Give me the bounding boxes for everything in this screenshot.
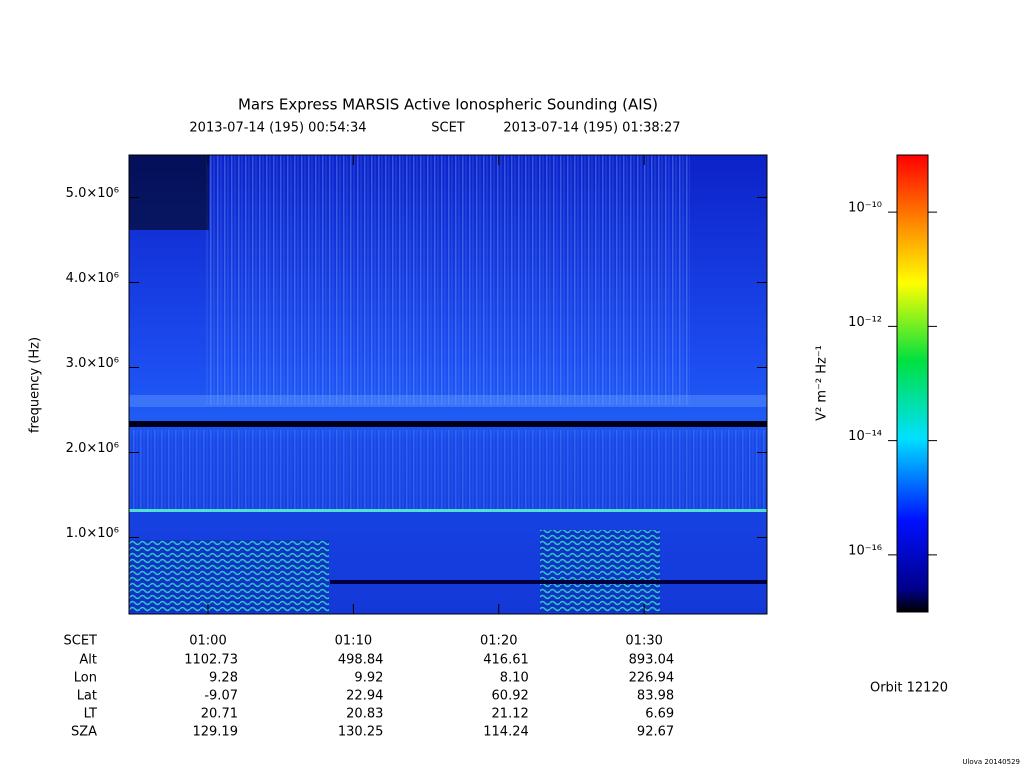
ephemeris-value: 416.61 (483, 653, 529, 668)
spectrogram-image (129, 155, 767, 614)
x-axis-label: SCET (64, 634, 98, 649)
ephemeris-value: -9.07 (204, 689, 238, 704)
end-time: 2013-07-14 (195) 01:38:27 (503, 121, 680, 136)
y-tick-label: 4.0×10⁶ (66, 271, 119, 286)
ephemeris-value: 8.10 (500, 671, 529, 686)
ephemeris-value: 130.25 (338, 725, 384, 740)
ephemeris-value: 114.24 (483, 725, 529, 740)
ephemeris-value: 83.98 (637, 689, 674, 704)
colorbar (896, 154, 929, 613)
colorbar-tick-label: 10⁻¹⁰ (848, 201, 882, 216)
ephemeris-label: SZA (71, 725, 97, 740)
ephemeris-value: 6.69 (645, 707, 674, 722)
subtitle-label: SCET (431, 121, 465, 136)
ephemeris-value: 20.71 (201, 707, 238, 722)
ephemeris-value: 9.28 (209, 671, 238, 686)
ephemeris-value: 21.12 (492, 707, 529, 722)
x-tick-label: 01:10 (335, 634, 372, 649)
x-tick-label: 01:00 (189, 634, 226, 649)
ephemeris-value: 92.67 (637, 725, 674, 740)
y-tick-label: 2.0×10⁶ (66, 441, 119, 456)
footer: Ulova 20140529 (962, 758, 1020, 766)
colorbar-label: V² m⁻² Hz⁻¹ (815, 345, 830, 421)
ephemeris-value: 60.92 (492, 689, 529, 704)
orbit-label: Orbit 12120 (870, 681, 948, 696)
y-tick-label: 1.0×10⁶ (66, 526, 119, 541)
colorbar-tick-label: 10⁻¹⁴ (848, 429, 882, 444)
ephemeris-value: 893.04 (629, 653, 675, 668)
ephemeris-value: 20.83 (346, 707, 383, 722)
ephemeris-label: LT (84, 707, 97, 722)
start-time: 2013-07-14 (195) 00:54:34 (189, 121, 366, 136)
colorbar-tick-label: 10⁻¹⁶ (848, 543, 882, 558)
chart-title: Mars Express MARSIS Active Ionospheric S… (238, 96, 658, 114)
y-axis-label: frequency (Hz) (28, 337, 43, 433)
ephemeris-value: 129.19 (192, 725, 238, 740)
ephemeris-value: 22.94 (346, 689, 383, 704)
plot-frame (128, 154, 768, 615)
ephemeris-value: 226.94 (629, 671, 675, 686)
ephemeris-value: 1102.73 (184, 653, 238, 668)
x-tick-label: 01:20 (480, 634, 517, 649)
colorbar-tick-label: 10⁻¹² (848, 315, 882, 330)
ephemeris-label: Lat (77, 689, 97, 704)
y-tick-label: 5.0×10⁶ (66, 186, 119, 201)
x-tick-label: 01:30 (625, 634, 662, 649)
ephemeris-value: 9.92 (354, 671, 383, 686)
y-tick-label: 3.0×10⁶ (66, 356, 119, 371)
ephemeris-label: Alt (79, 653, 97, 668)
ephemeris-value: 498.84 (338, 653, 384, 668)
ephemeris-label: Lon (74, 671, 97, 686)
